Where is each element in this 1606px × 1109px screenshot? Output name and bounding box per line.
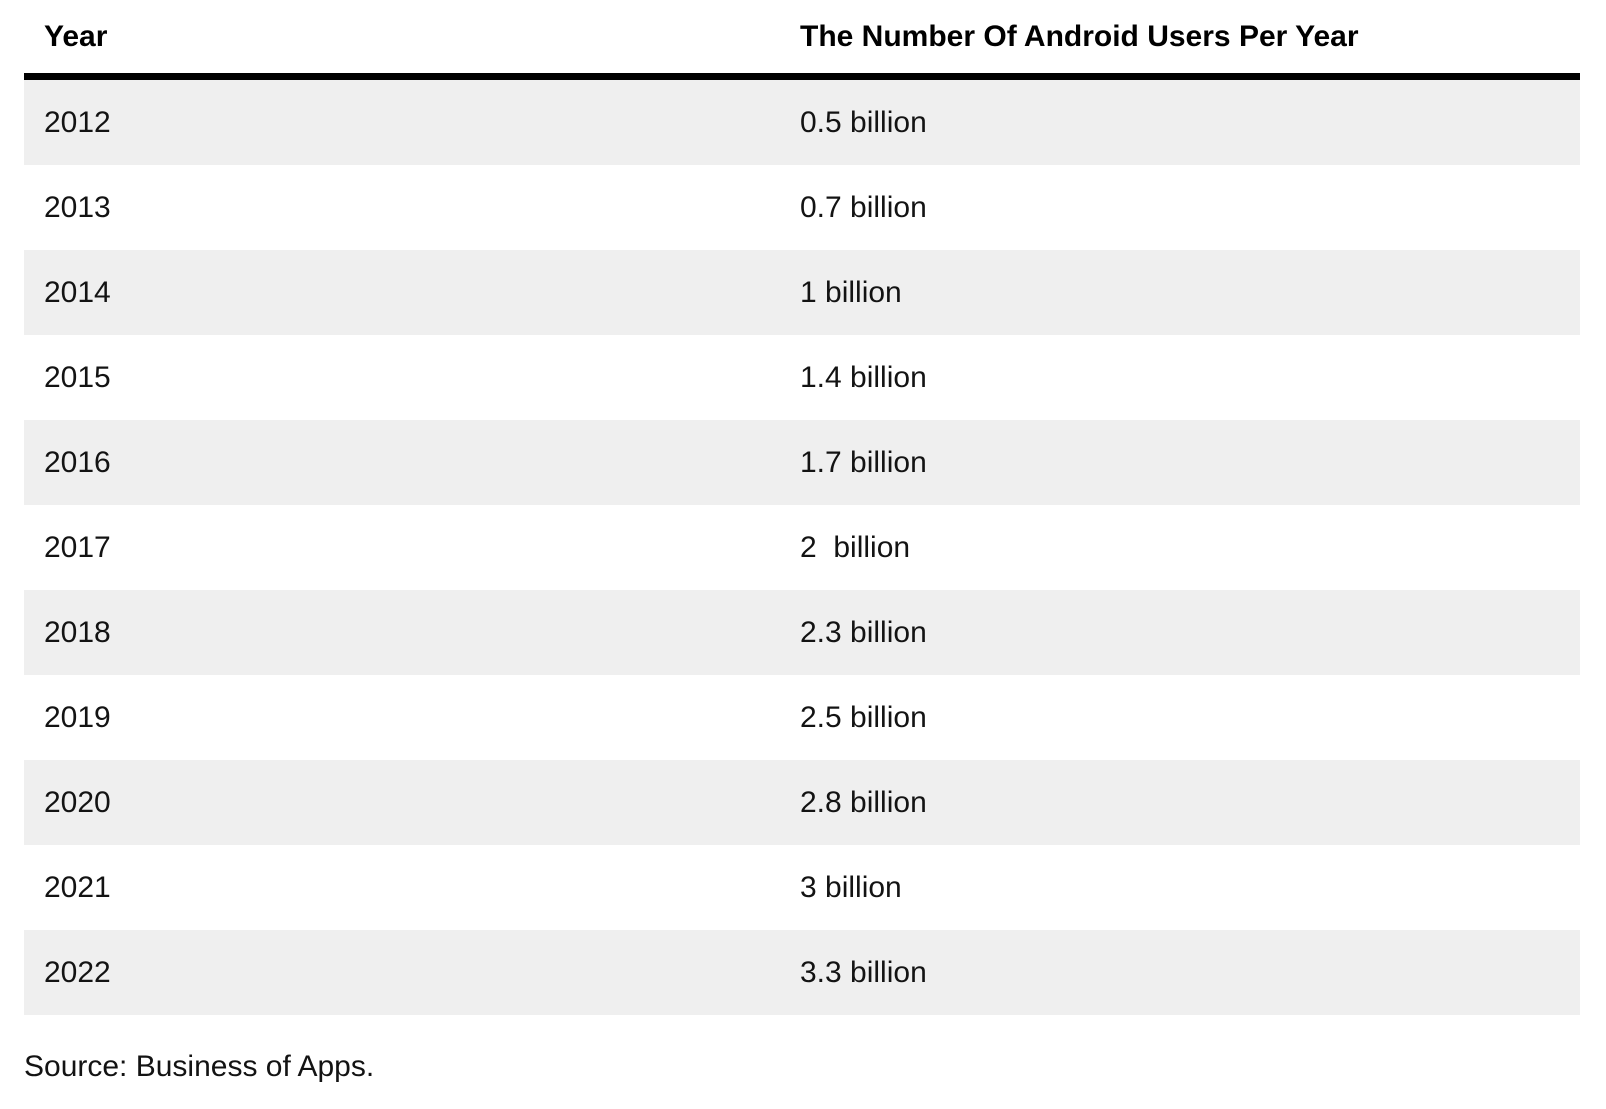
- table-row: 2012 0.5 billion: [24, 80, 1580, 165]
- table-row: 2018 2.3 billion: [24, 590, 1580, 675]
- year-cell: 2017: [44, 530, 111, 564]
- table-row: 2016 1.7 billion: [24, 420, 1580, 505]
- year-cell: 2016: [44, 445, 111, 479]
- year-cell: 2022: [44, 955, 111, 989]
- year-cell: 2020: [44, 785, 111, 819]
- year-cell: 2019: [44, 700, 111, 734]
- year-cell: 2014: [44, 275, 111, 309]
- users-cell: 1.4 billion: [800, 360, 927, 394]
- year-column-header: Year: [44, 19, 108, 53]
- year-cell: 2021: [44, 870, 111, 904]
- android-users-table: Year The Number Of Android Users Per Yea…: [24, 0, 1580, 1015]
- table-row: 2013 0.7 billion: [24, 165, 1580, 250]
- users-cell: 2 billion: [800, 530, 911, 564]
- year-cell: 2018: [44, 615, 111, 649]
- table-row: 2022 3.3 billion: [24, 930, 1580, 1015]
- users-column-header: The Number Of Android Users Per Year: [800, 19, 1359, 53]
- table-row: 2014 1 billion: [24, 250, 1580, 335]
- source-note: Source: Business of Apps.: [24, 1050, 375, 1083]
- table-row: 2020 2.8 billion: [24, 760, 1580, 845]
- users-cell: 0.7 billion: [800, 190, 927, 224]
- users-cell: 2.8 billion: [800, 785, 927, 819]
- table-body: 2012 0.5 billion 2013 0.7 billion 2014 1…: [24, 80, 1580, 1015]
- table-row: 2015 1.4 billion: [24, 335, 1580, 420]
- table-header-row: Year The Number Of Android Users Per Yea…: [24, 0, 1580, 80]
- users-cell: 1.7 billion: [800, 445, 927, 479]
- year-cell: 2015: [44, 360, 111, 394]
- users-cell: 3 billion: [800, 870, 902, 904]
- users-cell: 1 billion: [800, 275, 902, 309]
- users-cell: 3.3 billion: [800, 955, 927, 989]
- users-cell: 2.3 billion: [800, 615, 927, 649]
- year-cell: 2012: [44, 105, 111, 139]
- users-cell: 2.5 billion: [800, 700, 927, 734]
- users-cell: 0.5 billion: [800, 105, 927, 139]
- table-row: 2021 3 billion: [24, 845, 1580, 930]
- table-row: 2019 2.5 billion: [24, 675, 1580, 760]
- table-row: 2017 2 billion: [24, 505, 1580, 590]
- year-cell: 2013: [44, 190, 111, 224]
